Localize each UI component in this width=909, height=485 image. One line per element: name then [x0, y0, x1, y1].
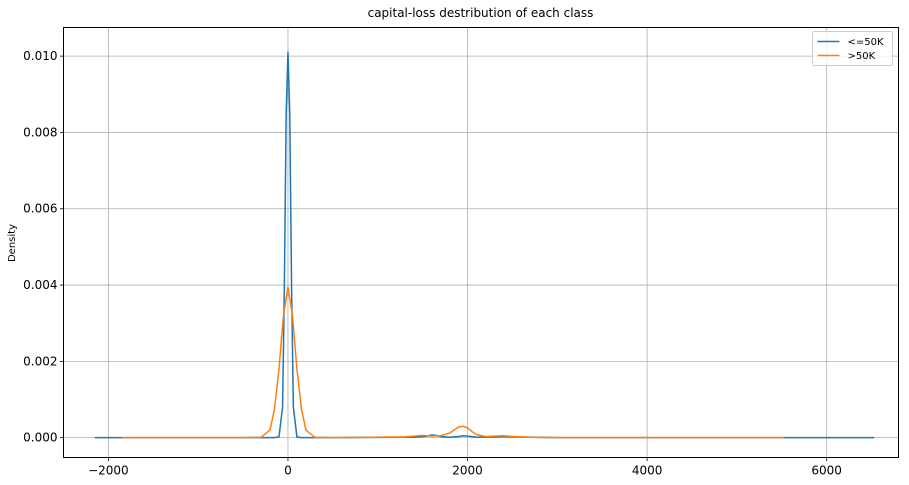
x-tick-label: 0 [284, 464, 292, 478]
plot-frame [63, 27, 899, 458]
y-tick-label: 0.000 [23, 431, 57, 445]
series-line-gt50k [121, 286, 784, 439]
y-tick-label: 0.010 [23, 49, 57, 63]
legend-label: <=50K [848, 37, 884, 48]
y-tick-label: 0.002 [23, 354, 57, 368]
y-axis-label: Density [7, 224, 18, 262]
y-tick-label: 0.006 [23, 202, 57, 216]
legend-label: >50K [848, 51, 876, 62]
axis-ticks: −2000 0 2000 4000 6000 0.000 0.002 0.004 0.006 0.… [23, 49, 842, 477]
series-lines [94, 51, 875, 439]
legend-box [812, 31, 893, 66]
y-tick-label: 0.008 [23, 125, 57, 139]
grid [63, 27, 899, 458]
legend: <=50K >50K [812, 31, 893, 66]
x-tick-label: 4000 [632, 464, 663, 478]
x-tick-label: 6000 [811, 464, 842, 478]
series-line-le50k [94, 51, 875, 439]
y-tick-label: 0.004 [23, 278, 57, 292]
chart-title: capital-loss destribution of each class [368, 6, 594, 20]
x-tick-label: 2000 [452, 464, 483, 478]
x-tick-label: −2000 [88, 464, 129, 478]
